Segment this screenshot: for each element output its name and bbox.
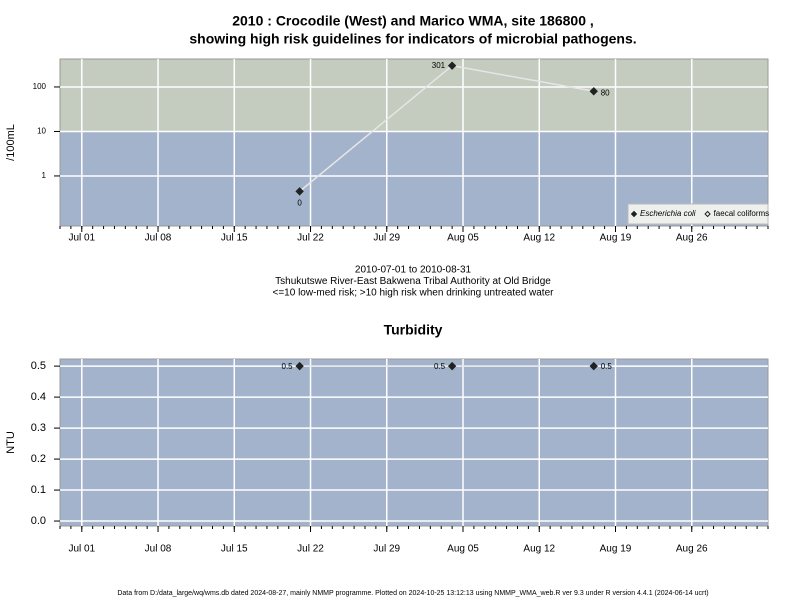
y-axis-label: NTU bbox=[5, 431, 17, 454]
y-tick-label: 0.5 bbox=[31, 360, 46, 372]
x-tick-label: Jul 08 bbox=[145, 544, 172, 555]
data-label: 301 bbox=[432, 61, 446, 70]
plot-background bbox=[60, 359, 768, 526]
x-tick-label: Jul 29 bbox=[373, 544, 400, 555]
x-tick-label: Aug 05 bbox=[447, 233, 479, 244]
x-tick-label: Jul 22 bbox=[297, 233, 324, 244]
plot-frame bbox=[59, 358, 769, 527]
chart-title: Turbidity bbox=[384, 322, 443, 338]
y-tick-label: 100 bbox=[33, 82, 47, 91]
x-tick-label: Jul 15 bbox=[221, 544, 248, 555]
caption: <=10 low-med risk; >10 high risk when dr… bbox=[273, 288, 555, 299]
x-tick-label: Jul 08 bbox=[145, 233, 172, 244]
data-label: 0.5 bbox=[601, 362, 613, 371]
plot-frame bbox=[59, 58, 769, 227]
data-label: 0.5 bbox=[434, 362, 446, 371]
y-tick-label: 10 bbox=[37, 127, 46, 136]
y-tick-label: 1 bbox=[42, 171, 47, 180]
data-label: 0.5 bbox=[282, 362, 294, 371]
data-label: 0 bbox=[297, 198, 302, 207]
x-tick-label: Jul 01 bbox=[68, 544, 95, 555]
y-tick-label: 0.3 bbox=[31, 422, 46, 434]
x-tick-label: Aug 19 bbox=[600, 233, 632, 244]
x-tick-label: Aug 12 bbox=[523, 233, 555, 244]
x-tick-label: Aug 26 bbox=[676, 544, 708, 555]
footer: Data from D:/data_large/wq/wms.db dated … bbox=[117, 590, 708, 597]
x-tick-label: Jul 15 bbox=[221, 233, 248, 244]
chart-title: 2010 : Crocodile (West) and Marico WMA, … bbox=[232, 13, 594, 29]
legend-marker bbox=[630, 210, 638, 218]
x-tick-label: Aug 12 bbox=[523, 544, 555, 555]
data-point bbox=[295, 361, 304, 371]
data-point bbox=[589, 87, 598, 96]
x-tick-label: Aug 19 bbox=[600, 544, 632, 555]
x-tick-label: Aug 26 bbox=[676, 233, 708, 244]
x-tick-label: Jul 29 bbox=[373, 233, 400, 244]
data-point bbox=[447, 361, 457, 371]
legend-label: faecal coliforms bbox=[714, 209, 770, 218]
data-point bbox=[589, 361, 598, 371]
data-point bbox=[447, 61, 457, 70]
y-axis-label: /100mL bbox=[5, 124, 17, 161]
risk-band bbox=[60, 59, 768, 132]
x-tick-label: Jul 01 bbox=[68, 233, 95, 244]
y-tick-label: 0.4 bbox=[31, 391, 46, 403]
data-point bbox=[295, 187, 304, 196]
data-label: 80 bbox=[601, 88, 610, 97]
x-tick-label: Jul 22 bbox=[297, 544, 324, 555]
legend-marker bbox=[704, 210, 711, 218]
y-tick-label: 0.0 bbox=[31, 515, 46, 527]
caption: Tshukutswe River-East Bakwena Tribal Aut… bbox=[275, 276, 551, 287]
legend-label: Escherichia coli bbox=[640, 209, 696, 218]
legend-box bbox=[627, 203, 769, 225]
caption: 2010-07-01 to 2010-08-31 bbox=[355, 265, 472, 276]
y-tick-label: 0.2 bbox=[31, 453, 46, 465]
chart-title: showing high risk guidelines for indicat… bbox=[189, 31, 636, 47]
y-tick-label: 0.1 bbox=[31, 484, 46, 496]
x-tick-label: Aug 05 bbox=[447, 544, 479, 555]
